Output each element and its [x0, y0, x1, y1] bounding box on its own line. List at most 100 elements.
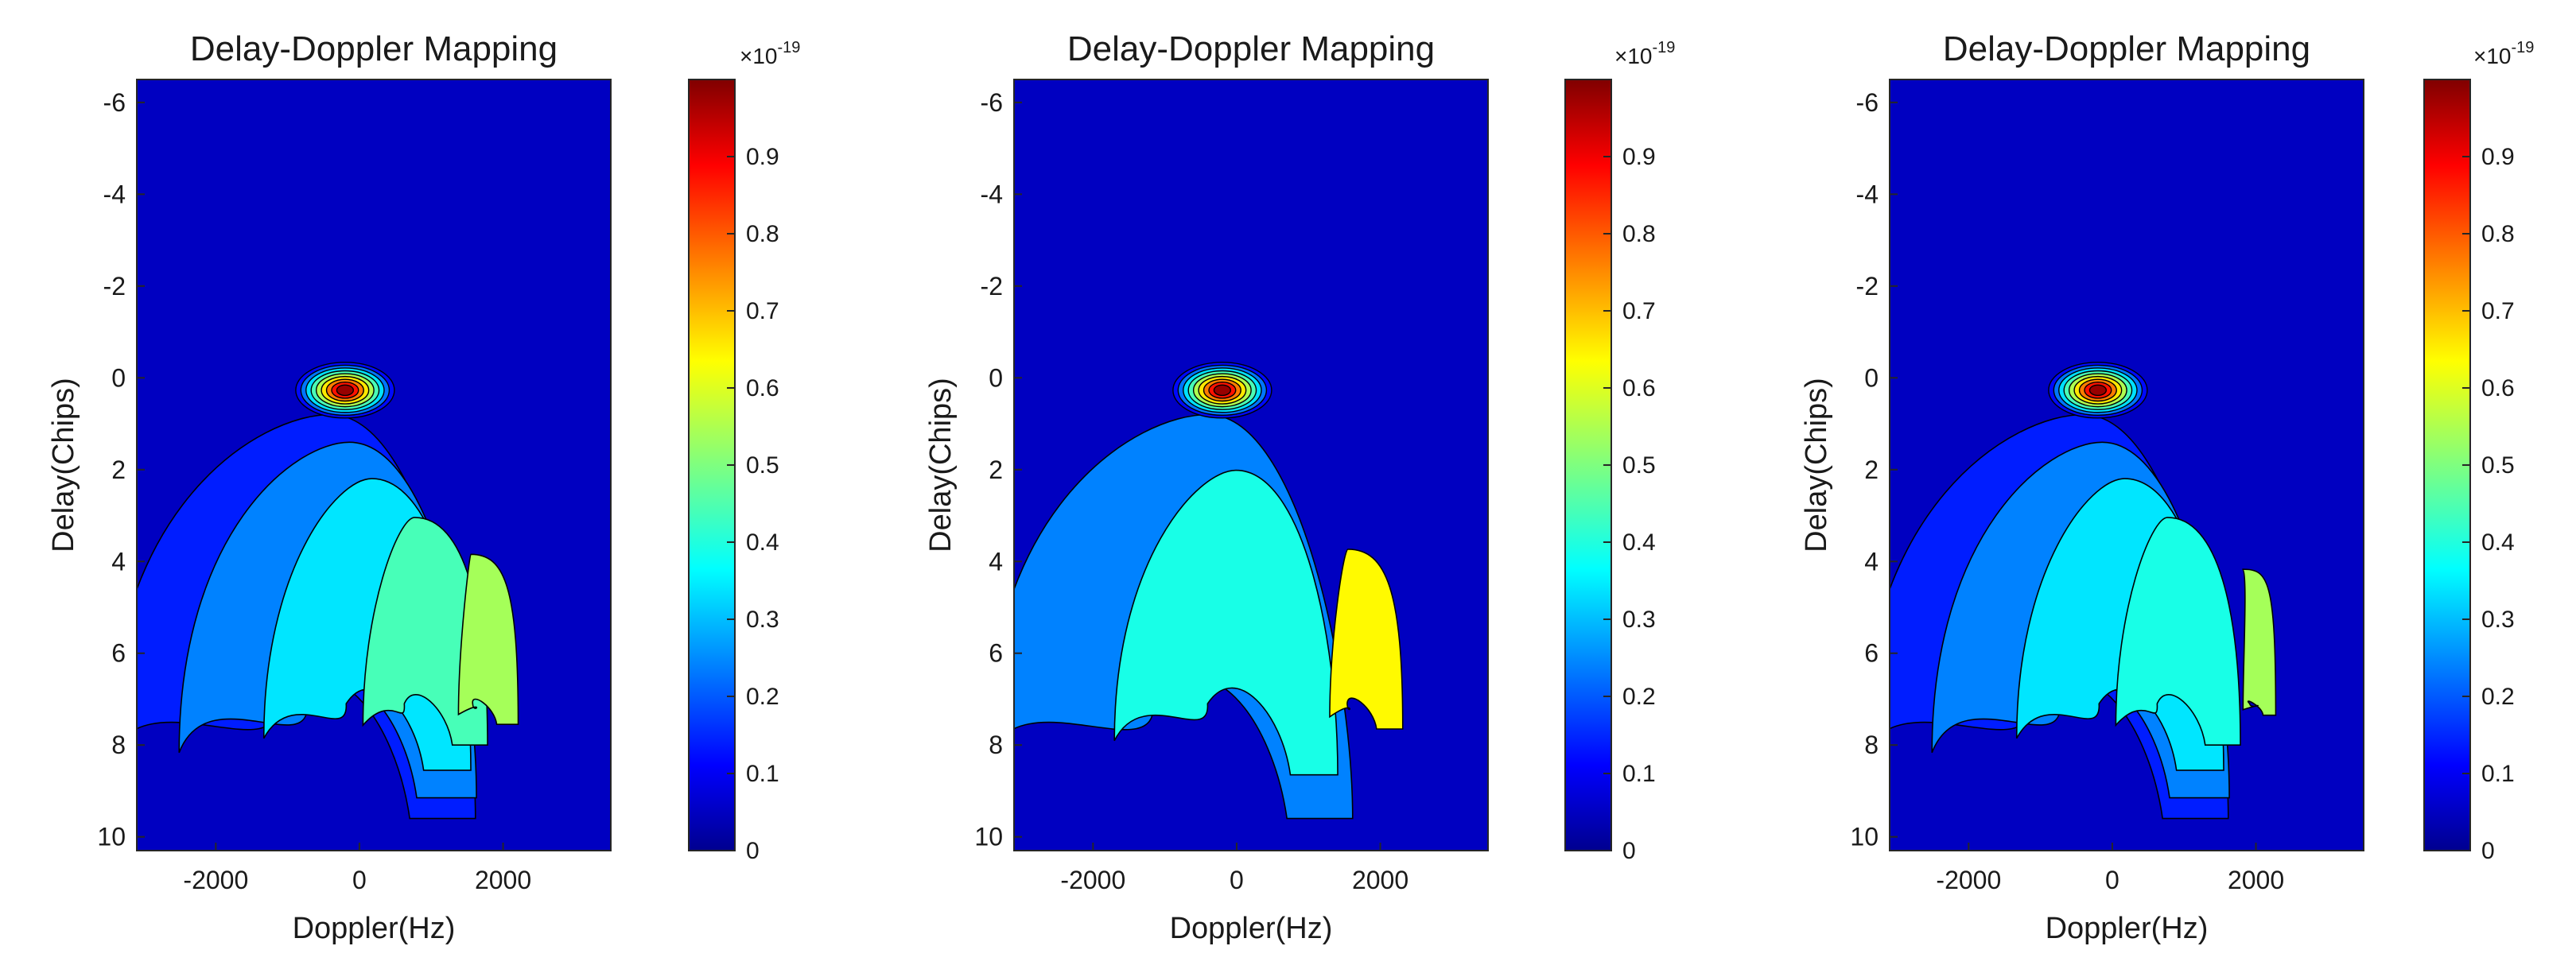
panel-2: Delay-Doppler Mapping -6 -4 -2 0 2 4 6 8 10 -200…: [924, 29, 1675, 945]
panel-3-ytick-label-7: 6: [1864, 639, 1879, 668]
panel-2-cbtick-label-10: 0.9: [1622, 144, 1656, 170]
panel-3-xtick-label-1: -2000: [1936, 866, 2001, 894]
panel-1-x-ticks: -2000 0 2000: [183, 843, 531, 894]
panel-2-xtick-label-3: 2000: [1352, 866, 1408, 894]
panel-1-cbtick-label-6: 0.5: [746, 452, 779, 479]
panel-3-title: Delay-Doppler Mapping: [1943, 29, 2310, 68]
panel-1-axes-box: [136, 79, 612, 851]
panel-2-cbtick-label-2: 0.1: [1622, 761, 1656, 787]
panel-1-cbtick-label-2: 0.1: [746, 761, 779, 787]
panel-1-y-ticks: -6 -4 -2 0 2 4 6 8 10: [97, 88, 145, 851]
panel-1-cbtick-label-3: 0.2: [746, 684, 779, 710]
panel-1-title: Delay-Doppler Mapping: [190, 29, 558, 68]
panel-3-colorbar-exponent: ×10-19: [2473, 39, 2534, 68]
panel-3-cbtick-label-10: 0.9: [2481, 144, 2515, 170]
panel-3-ytick-label-3: -2: [1856, 272, 1879, 300]
panel-1-ytick-label-4: 0: [111, 363, 126, 392]
panel-3-x-ticks: -2000 0 2000: [1936, 843, 2284, 894]
panel-2-ytick-label-5: 2: [989, 456, 1003, 484]
panel-3-cbtick-label-4: 0.3: [2481, 607, 2515, 633]
panel-1-ytick-label-6: 4: [111, 547, 126, 576]
panel-1-y-label: Delay(Chips): [47, 378, 80, 552]
panel-3-cbtick-label-3: 0.2: [2481, 684, 2515, 710]
panel-3-y-label: Delay(Chips): [1800, 378, 1833, 552]
panel-1-peak-contour-9: [336, 384, 355, 397]
panel-1-ytick-label-5: 2: [111, 456, 126, 484]
panel-3-y-ticks: -6 -4 -2 0 2 4 6 8 10: [1850, 88, 1898, 851]
panel-2-ytick-label-9: 10: [974, 823, 1003, 851]
panel-3-axes-box: [1889, 79, 2364, 851]
panel-3-cbtick-label-7: 0.6: [2481, 375, 2515, 401]
panel-1-colorbar-exponent: ×10-19: [740, 39, 800, 68]
panel-2-cbtick-label-5: 0.4: [1622, 529, 1656, 556]
panel-3-ytick-label-6: 4: [1864, 547, 1879, 576]
panel-3-xtick-label-3: 2000: [2228, 866, 2284, 894]
panel-2-cbtick-label-1: 0: [1622, 838, 1636, 864]
panel-1-xtick-label-3: 2000: [475, 866, 531, 894]
panel-2-cbtick-label-4: 0.3: [1622, 607, 1656, 633]
panel-3-contour-region-5: [2241, 568, 2277, 716]
panel-2-cbtick-label-7: 0.6: [1622, 375, 1656, 401]
panel-2-axes-box: [1013, 79, 1489, 851]
panel-1-cbtick-label-10: 0.9: [746, 144, 779, 170]
panel-1-xtick-label-2: 0: [352, 866, 367, 894]
panel-3-cbtick-label-6: 0.5: [2481, 452, 2515, 479]
panel-2-cbtick-label-9: 0.8: [1622, 221, 1656, 247]
panel-3-ytick-label-4: 0: [1864, 363, 1879, 392]
panel-3-colorbar-ticks: 0 0.1 0.2 0.3 0.4 0.5 0.6 0.7 0.8 0.9: [2462, 144, 2515, 864]
panel-3-peak-contour-9: [2088, 384, 2108, 397]
panel-2-peak-contour-9: [1213, 384, 1232, 397]
panel-2-ytick-label-6: 4: [989, 547, 1003, 576]
panel-3: Delay-Doppler Mapping -6 -4 -2 0 2 4 6 8 10 -200…: [1800, 29, 2534, 945]
panel-1-cbtick-label-9: 0.8: [746, 221, 779, 247]
panel-2-ytick-label-8: 8: [989, 731, 1003, 759]
panel-2-xtick-label-1: -2000: [1060, 866, 1125, 894]
panel-3-contour-region-4: [2115, 517, 2241, 746]
panel-1-x-label: Doppler(Hz): [293, 912, 456, 945]
panel-2-colorbar-ticks: 0 0.1 0.2 0.3 0.4 0.5 0.6 0.7 0.8 0.9: [1603, 144, 1656, 864]
panel-3-ytick-label-2: -4: [1856, 180, 1879, 208]
panel-1-colorbar-ticks: 0 0.1 0.2 0.3 0.4 0.5 0.6 0.7 0.8 0.9: [727, 144, 779, 864]
panel-2-colorbar-exponent: ×10-19: [1614, 39, 1675, 68]
panel-2-cbtick-label-3: 0.2: [1622, 684, 1656, 710]
panel-2-cbtick-label-6: 0.5: [1622, 452, 1656, 479]
panel-3-ytick-label-5: 2: [1864, 456, 1879, 484]
panel-1-cbtick-label-4: 0.3: [746, 607, 779, 633]
panel-2-y-ticks: -6 -4 -2 0 2 4 6 8 10: [974, 88, 1022, 851]
panel-2-x-label: Doppler(Hz): [1170, 912, 1333, 945]
panel-2-contour-region-3: [1329, 549, 1404, 730]
panel-2-ytick-label-7: 6: [989, 639, 1003, 668]
panel-2-ytick-label-3: -2: [981, 272, 1003, 300]
panel-2-xtick-label-2: 0: [1230, 866, 1244, 894]
panel-2-ytick-label-1: -6: [981, 88, 1003, 117]
panel-3-cbtick-label-5: 0.4: [2481, 529, 2515, 556]
panel-1-ytick-label-3: -2: [103, 272, 126, 300]
panel-3-x-label: Doppler(Hz): [2046, 912, 2209, 945]
panel-3-xtick-label-2: 0: [2105, 866, 2119, 894]
panel-1-xtick-label-1: -2000: [183, 866, 248, 894]
panel-1-ytick-label-7: 6: [111, 639, 126, 668]
panel-1-contour-region-5: [457, 553, 519, 726]
panel-3-ytick-label-1: -6: [1856, 88, 1879, 117]
panel-3-ytick-label-8: 8: [1864, 731, 1879, 759]
panel-3-ytick-label-9: 10: [1850, 823, 1879, 851]
panel-2-x-ticks: -2000 0 2000: [1060, 843, 1408, 894]
panel-1-cbtick-label-7: 0.6: [746, 375, 779, 401]
panel-3-cbtick-label-2: 0.1: [2481, 761, 2515, 787]
panel-2-plot-area: [1014, 79, 1488, 851]
panel-2-cbtick-label-8: 0.7: [1622, 298, 1656, 324]
panel-3-cbtick-label-1: 0: [2481, 838, 2495, 864]
panel-1: Delay-Doppler Mapping -6 -4 -2 0 2 4 6 8 10 -200…: [47, 29, 800, 945]
panel-2-ytick-label-4: 0: [989, 363, 1003, 392]
panel-1-ytick-label-8: 8: [111, 731, 126, 759]
panel-1-cbtick-label-5: 0.4: [746, 529, 779, 556]
panel-3-plot-area: [1890, 79, 2364, 851]
panel-3-cbtick-label-9: 0.8: [2481, 221, 2515, 247]
panel-1-ytick-label-9: 10: [97, 823, 126, 851]
panel-1-ytick-label-2: -4: [103, 180, 126, 208]
panel-1-plot-area: [137, 79, 611, 851]
panel-2-title: Delay-Doppler Mapping: [1067, 29, 1435, 68]
panel-3-cbtick-label-8: 0.7: [2481, 298, 2515, 324]
panel-2-contour-region-2: [1113, 469, 1339, 776]
